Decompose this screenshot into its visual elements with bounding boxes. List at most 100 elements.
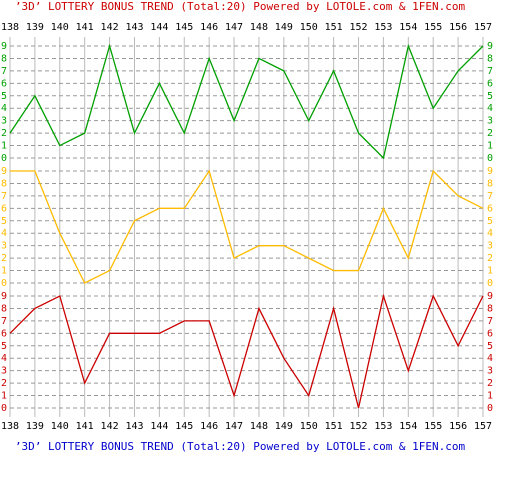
x-tick-label-top: 142 xyxy=(101,22,119,33)
y-tick-label-right: 8 xyxy=(487,303,493,314)
x-tick-label-top: 148 xyxy=(250,22,268,33)
y-tick-label-right: 2 xyxy=(487,378,493,389)
y-tick-label-right: 4 xyxy=(487,353,493,364)
y-tick-label-right: 3 xyxy=(487,116,493,127)
y-tick-label-right: 6 xyxy=(487,328,493,339)
y-tick-label-left: 9 xyxy=(1,291,7,302)
x-tick-label-bottom: 153 xyxy=(374,421,392,432)
x-tick-label-bottom: 143 xyxy=(125,421,143,432)
y-tick-label-left: 7 xyxy=(1,316,7,327)
trend-line xyxy=(10,169,484,284)
y-tick-label-left: 5 xyxy=(1,341,7,352)
y-tick-label-right: 5 xyxy=(487,341,493,352)
y-tick-label-right: 9 xyxy=(487,41,493,52)
y-tick-label-left: 4 xyxy=(1,353,7,364)
x-tick-label-bottom: 155 xyxy=(424,421,442,432)
y-tick-label-left: 1 xyxy=(1,266,7,277)
y-tick-label-left: 6 xyxy=(1,328,7,339)
x-tick-label-top: 138 xyxy=(1,22,19,33)
y-tick-label-right: 6 xyxy=(487,203,493,214)
y-tick-label-left: 8 xyxy=(1,53,7,64)
y-tick-label-right: 2 xyxy=(487,253,493,264)
y-tick-label-left: 3 xyxy=(1,241,7,252)
x-tick-label-top: 143 xyxy=(125,22,143,33)
y-tick-label-left: 0 xyxy=(1,153,7,164)
y-tick-label-left: 6 xyxy=(1,78,7,89)
x-tick-label-top: 147 xyxy=(225,22,243,33)
y-tick-label-left: 5 xyxy=(1,216,7,227)
y-tick-label-right: 0 xyxy=(487,278,493,289)
y-tick-label-right: 0 xyxy=(487,403,493,414)
x-tick-label-bottom: 147 xyxy=(225,421,243,432)
x-tick-label-top: 146 xyxy=(200,22,218,33)
x-tick-label-top: 141 xyxy=(76,22,94,33)
y-tick-label-left: 5 xyxy=(1,91,7,102)
y-tick-label-right: 8 xyxy=(487,53,493,64)
y-tick-label-right: 9 xyxy=(487,291,493,302)
x-tick-label-bottom: 145 xyxy=(175,421,193,432)
y-tick-label-left: 1 xyxy=(1,141,7,152)
y-tick-label-left: 1 xyxy=(1,391,7,402)
x-tick-label-top: 140 xyxy=(51,22,69,33)
y-tick-label-left: 2 xyxy=(1,253,7,264)
y-tick-label-left: 8 xyxy=(1,303,7,314)
x-tick-label-top: 139 xyxy=(26,22,44,33)
y-tick-label-right: 4 xyxy=(487,103,493,114)
x-tick-label-bottom: 152 xyxy=(349,421,367,432)
y-tick-label-right: 5 xyxy=(487,216,493,227)
y-tick-label-left: 0 xyxy=(1,403,7,414)
y-tick-label-right: 2 xyxy=(487,128,493,139)
x-tick-label-bottom: 154 xyxy=(399,421,417,432)
y-tick-label-left: 4 xyxy=(1,228,7,239)
x-tick-label-top: 151 xyxy=(325,22,343,33)
y-tick-label-right: 8 xyxy=(487,178,493,189)
y-tick-label-left: 9 xyxy=(1,41,7,52)
x-tick-label-bottom: 144 xyxy=(150,421,168,432)
x-tick-label-top: 149 xyxy=(275,22,293,33)
y-tick-label-right: 0 xyxy=(487,153,493,164)
x-tick-label-bottom: 151 xyxy=(325,421,343,432)
x-tick-label-top: 157 xyxy=(474,22,492,33)
y-tick-label-right: 7 xyxy=(487,66,493,77)
x-tick-label-bottom: 157 xyxy=(474,421,492,432)
x-tick-label-top: 152 xyxy=(349,22,367,33)
x-tick-label-top: 156 xyxy=(449,22,467,33)
x-tick-label-bottom: 156 xyxy=(449,421,467,432)
y-tick-label-right: 9 xyxy=(487,166,493,177)
y-tick-label-right: 3 xyxy=(487,366,493,377)
y-tick-label-left: 0 xyxy=(1,278,7,289)
x-tick-label-bottom: 139 xyxy=(26,421,44,432)
x-tick-label-top: 154 xyxy=(399,22,417,33)
x-tick-label-bottom: 138 xyxy=(1,421,19,432)
x-tick-label-bottom: 148 xyxy=(250,421,268,432)
y-tick-label-left: 2 xyxy=(1,378,7,389)
y-tick-label-left: 6 xyxy=(1,203,7,214)
x-tick-label-bottom: 142 xyxy=(101,421,119,432)
y-tick-label-right: 1 xyxy=(487,266,493,277)
x-tick-label-bottom: 146 xyxy=(200,421,218,432)
y-tick-label-left: 7 xyxy=(1,191,7,202)
x-tick-label-bottom: 140 xyxy=(51,421,69,432)
chart-title-bottom: ’3D’ LOTTERY BONUS TREND (Total:20) Powe… xyxy=(15,440,466,453)
y-tick-label-left: 3 xyxy=(1,116,7,127)
y-tick-label-left: 2 xyxy=(1,128,7,139)
trend-line xyxy=(9,293,484,409)
y-tick-label-left: 8 xyxy=(1,178,7,189)
trend-line xyxy=(9,43,484,160)
chart-title: ’3D’ LOTTERY BONUS TREND (Total:20) Powe… xyxy=(15,0,466,13)
x-tick-label-bottom: 150 xyxy=(300,421,318,432)
y-tick-label-right: 6 xyxy=(487,78,493,89)
y-tick-label-right: 4 xyxy=(487,228,493,239)
x-tick-label-top: 144 xyxy=(150,22,168,33)
y-tick-label-right: 7 xyxy=(487,316,493,327)
y-tick-label-left: 4 xyxy=(1,103,7,114)
y-tick-label-left: 9 xyxy=(1,166,7,177)
y-tick-label-left: 3 xyxy=(1,366,7,377)
y-tick-label-right: 1 xyxy=(487,391,493,402)
x-tick-label-top: 150 xyxy=(300,22,318,33)
x-tick-label-top: 145 xyxy=(175,22,193,33)
x-tick-label-top: 155 xyxy=(424,22,442,33)
y-tick-label-left: 7 xyxy=(1,66,7,77)
